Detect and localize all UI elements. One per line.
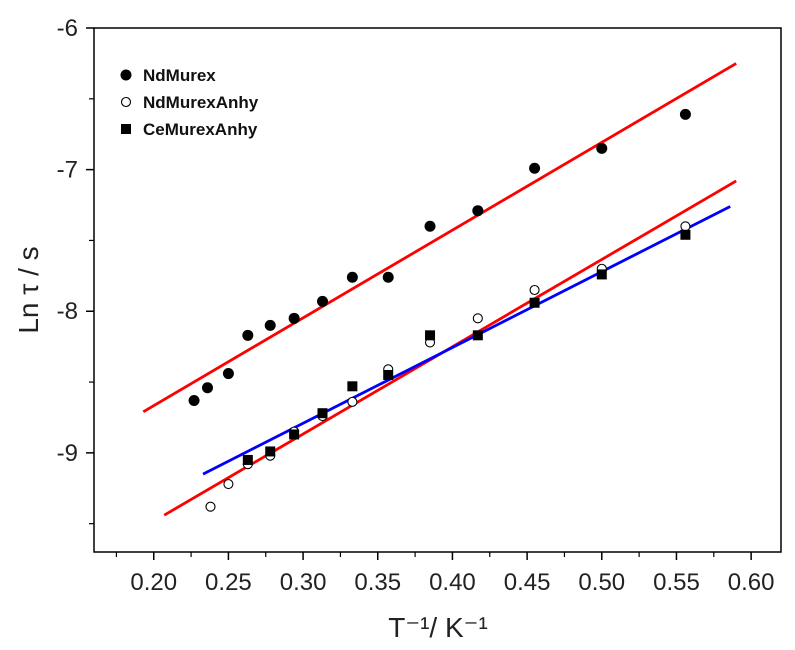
ndmurex-point [242,329,254,341]
cemurexanhy-point [347,381,358,392]
x-axis-label: T⁻¹/ K⁻¹ [388,612,488,643]
ndmurexanhy-point [347,396,358,407]
cemurexanhy-point [472,330,483,341]
ndmurex-point [222,368,234,380]
cemurexanhy-point [383,369,394,380]
x-tick-label: 0.35 [354,569,401,596]
ndmurex-point [288,312,300,324]
legend-label-ndmurex: NdMurex [143,66,216,85]
ndmurexanhy-point [472,313,483,324]
x-tick-label: 0.55 [653,569,700,596]
y-axis-label: Ln τ / s [13,246,44,333]
y-tick-label: -6 [57,15,78,42]
y-tick-label: -9 [57,440,78,467]
ndmurex-point [424,220,436,232]
x-tick-label: 0.60 [728,569,775,596]
cemurexanhy-point [596,269,607,280]
x-tick-label: 0.25 [205,569,252,596]
x-tick-label: 0.20 [130,569,177,596]
x-tick-label: 0.30 [280,569,327,596]
fit-line [202,205,731,476]
cemurexanhy-point [317,408,328,419]
cemurexanhy-point [425,330,436,341]
ndmurex-point [346,271,358,283]
y-tick-label: -8 [57,298,78,325]
legend-marker-ndmurexanhy [120,96,132,108]
cemurexanhy-point [242,454,253,465]
y-axis-ticks: -9 -8 -7 -6 [57,15,94,525]
cemurexanhy-point [680,229,691,240]
ndmurex-point [317,295,329,307]
ndmurex-point [188,394,200,406]
x-tick-label: 0.50 [578,569,625,596]
cemurexanhy-point [265,446,276,457]
y-tick-label: -7 [57,157,78,184]
cemurexanhy-point [289,429,300,440]
ndmurex-point [596,142,608,154]
ndmurex-point [202,382,214,394]
ndmurex-point [529,162,541,174]
ndmurexanhy-point [680,221,691,232]
legend-marker-ndmurex [120,69,132,81]
ndmurex-point [472,205,484,217]
data-points [188,108,691,512]
fit-line [142,62,737,414]
ndmurexanhy-point [205,501,216,512]
legend-label-ndmurexanhy: NdMurexAnhy [143,93,259,112]
ndmurexanhy-point [223,478,234,490]
x-tick-label: 0.45 [504,569,551,596]
ndmurex-point [264,319,276,331]
x-axis-ticks: 0.20 0.25 0.30 0.35 0.40 0.45 0.50 0.55 0.60 [115,552,775,596]
plot-frame [93,27,782,553]
ndmurex-point [679,108,691,120]
legend: NdMurex NdMurexAnhy CeMurexAnhy [120,66,259,139]
cemurexanhy-point [529,297,540,308]
ndmurex-point [382,271,394,283]
legend-marker-cemurexanhy [121,124,131,134]
legend-label-cemurexanhy: CeMurexAnhy [143,120,258,139]
x-tick-label: 0.40 [429,569,476,596]
ndmurexanhy-point [529,284,540,296]
